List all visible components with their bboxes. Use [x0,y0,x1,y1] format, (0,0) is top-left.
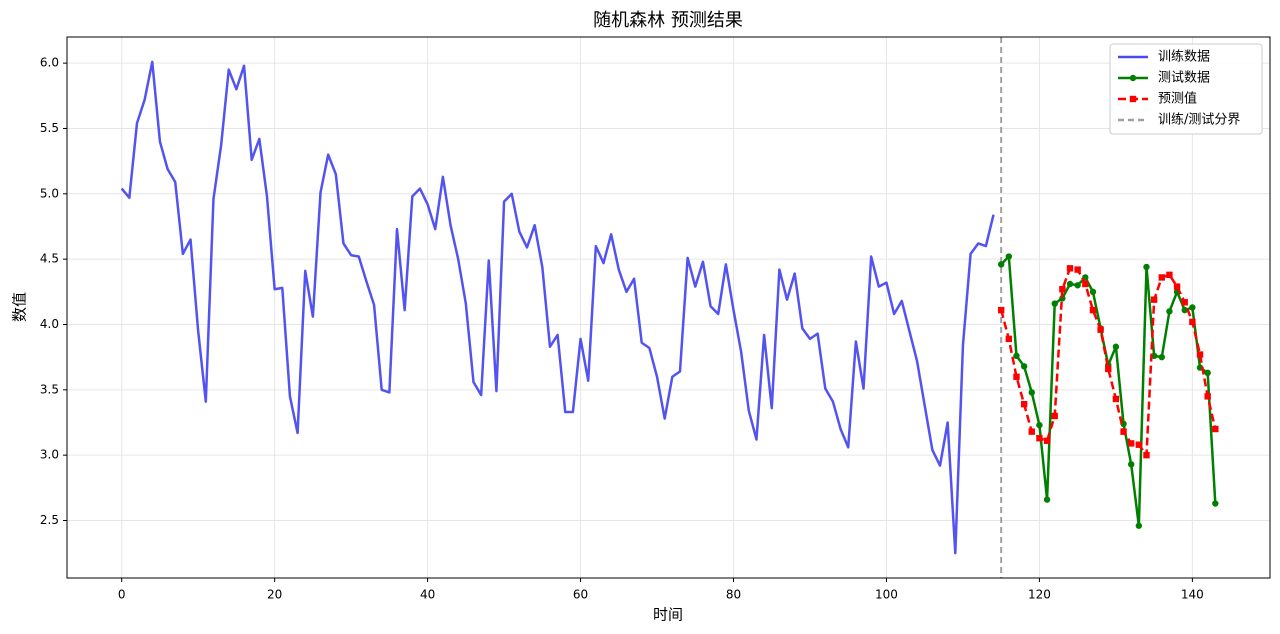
data-point [1212,425,1219,433]
y-tick-label: 6.0 [40,56,59,70]
data-point [997,306,1005,314]
data-point [1212,500,1219,507]
x-tick-label: 80 [726,588,741,602]
data-point [1120,428,1127,435]
data-point [1074,282,1081,289]
legend-label: 测试数据 [1158,71,1210,86]
series-line [120,60,995,555]
data-point [1166,271,1173,279]
x-tick-label: 100 [875,588,898,602]
x-tick-label: 120 [1028,588,1051,602]
data-point [1143,263,1150,271]
data-point [1020,363,1028,370]
data-point [1135,441,1143,448]
data-point [1051,300,1058,307]
data-point [1105,365,1112,373]
data-point [1112,395,1120,403]
legend-marker [1129,95,1137,103]
data-point [1005,253,1013,260]
data-point [1135,522,1143,529]
data-point [1066,265,1074,272]
data-point [997,261,1005,268]
legend-box [1109,43,1263,135]
x-axis-label: 时间 [653,606,683,624]
data-point [1066,280,1074,288]
data-point [1036,421,1043,429]
y-tick-label: 3.0 [40,448,59,462]
data-point [1059,286,1066,293]
x-tick-label: 140 [1181,588,1204,602]
legend-label: 训练数据 [1158,50,1210,65]
y-tick-label: 5.0 [40,186,59,200]
x-tick-label: 20 [267,588,282,602]
x-tick-label: 40 [420,588,435,602]
data-point [1043,437,1051,444]
data-point [1036,434,1043,442]
data-point [1127,440,1135,447]
data-point [1150,296,1158,303]
data-point [1089,288,1097,296]
data-point [1204,369,1211,377]
data-point [1181,299,1188,306]
data-point [1143,451,1150,459]
chart-title: 随机森林 预测结果 [593,10,743,31]
data-point [1204,393,1211,400]
data-point [1158,353,1165,361]
data-point [1051,412,1058,420]
data-point [1097,326,1104,333]
legend-marker [1129,74,1137,82]
data-point [1196,351,1204,358]
data-point [1173,283,1181,290]
data-point [1013,352,1020,360]
y-axis-label: 数值 [11,292,29,322]
data-point [1074,266,1081,273]
data-point [1127,461,1135,468]
y-tick-label: 3.5 [40,382,59,396]
data-point [1089,306,1097,314]
y-tick-label: 4.0 [40,317,59,331]
data-point [1082,280,1089,288]
y-tick-label: 4.5 [40,252,59,266]
data-point [1013,373,1020,380]
data-point [1028,389,1035,396]
data-point [1166,308,1173,315]
y-tick-label: 5.5 [40,121,59,135]
data-point [1020,401,1028,408]
x-tick-label: 60 [573,588,588,602]
x-tick-label: 0 [118,588,126,602]
data-point [1112,343,1120,350]
data-point [1005,335,1013,343]
data-point [1189,304,1196,311]
data-point [1028,428,1035,435]
data-point [1189,318,1196,326]
legend-label: 训练/测试分界 [1158,113,1240,128]
legend-label: 预测值 [1158,91,1197,107]
data-point [1158,274,1165,281]
data-point [1043,496,1051,503]
data-point [1181,306,1188,314]
plot-frame [66,36,1271,579]
y-tick-label: 2.5 [40,513,59,527]
